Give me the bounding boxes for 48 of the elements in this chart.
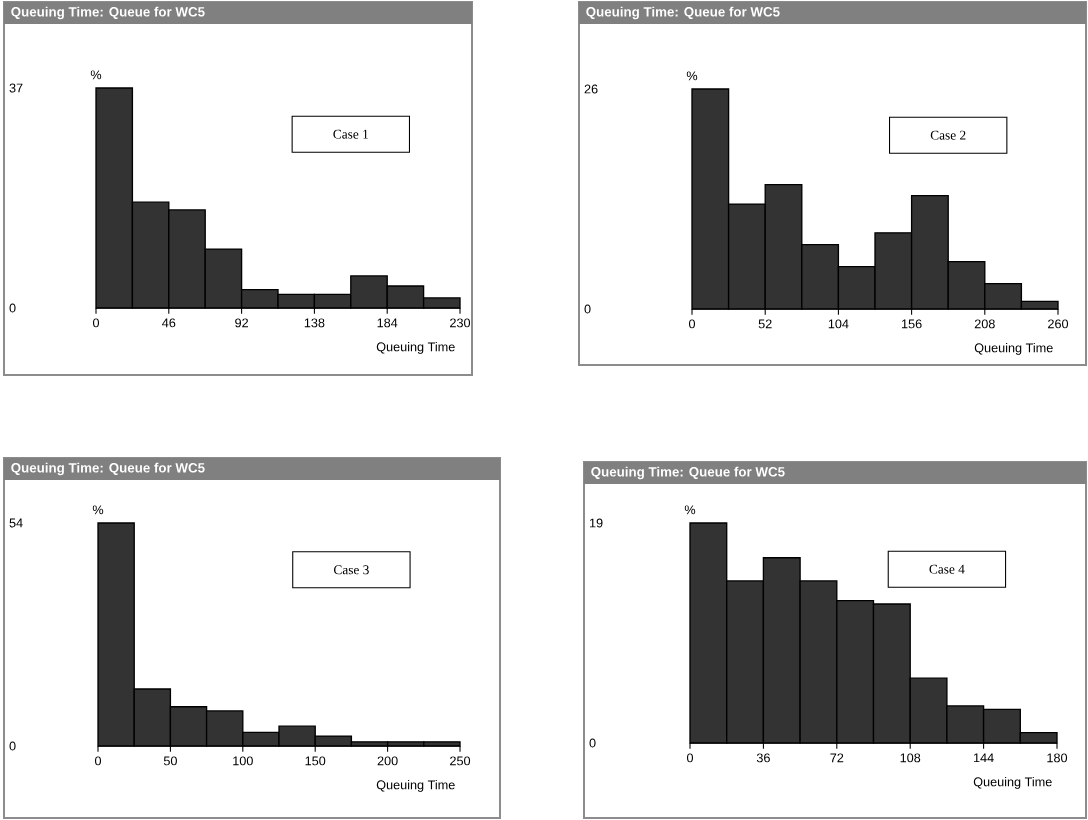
x-tick-label: 250 — [450, 756, 471, 766]
x-tick-label: 0 — [92, 318, 100, 328]
x-tick-label: 260 — [1048, 319, 1069, 329]
y-tick-label: 0 — [584, 304, 591, 314]
y-axis-title: % — [684, 505, 696, 515]
x-tick-label: 52 — [758, 319, 772, 329]
x-tick-label: 156 — [902, 319, 922, 329]
x-tick-label: 144 — [974, 753, 994, 763]
y-axis-title: % — [92, 505, 104, 515]
y-tick-label: 0 — [9, 303, 16, 313]
x-tick-label: 200 — [377, 756, 398, 766]
x-tick-label: 46 — [162, 318, 176, 328]
chart-title: Queuing Time: Queue for WC5 — [11, 462, 205, 476]
chart-title: Queuing Time: Queue for WC5 — [586, 6, 780, 20]
annotation: Case 2 — [930, 130, 966, 140]
annotation: Case 4 — [929, 564, 965, 574]
x-tick-label: 0 — [686, 753, 694, 763]
x-tick-label: 150 — [305, 756, 326, 766]
x-tick-label: 0 — [688, 319, 696, 329]
x-tick-label: 180 — [1047, 753, 1068, 763]
x-tick-label: 138 — [304, 318, 325, 328]
y-tick-label: 0 — [9, 741, 16, 751]
annotation: Case 3 — [333, 565, 369, 575]
x-axis-title: Queuing Time — [973, 777, 1052, 789]
x-tick-label: 104 — [828, 319, 849, 329]
x-tick-label: 50 — [163, 756, 177, 766]
y-tick-label: 26 — [584, 84, 598, 94]
x-tick-label: 0 — [94, 756, 102, 766]
x-tick-label: 208 — [974, 319, 995, 329]
y-axis-title: % — [686, 71, 698, 81]
x-axis-title: Queuing Time — [974, 343, 1053, 355]
chart-title: Queuing Time: Queue for WC5 — [11, 6, 205, 20]
y-tick-label: 19 — [589, 518, 603, 528]
y-tick-label: 0 — [589, 738, 596, 748]
y-axis-title: % — [90, 70, 102, 80]
x-tick-label: 100 — [233, 756, 253, 766]
annotation: Case 1 — [333, 129, 368, 139]
chart-title: Queuing Time: Queue for WC5 — [591, 466, 785, 480]
y-tick-label: 37 — [9, 83, 23, 93]
x-tick-label: 108 — [900, 753, 921, 763]
y-tick-label: 54 — [9, 518, 23, 528]
x-tick-label: 184 — [377, 318, 398, 328]
x-tick-label: 72 — [830, 753, 844, 763]
x-tick-label: 92 — [235, 318, 249, 328]
x-axis-title: Queuing Time — [376, 780, 455, 792]
x-tick-label: 36 — [756, 753, 770, 763]
x-axis-title: Queuing Time — [376, 342, 455, 354]
x-tick-label: 230 — [450, 318, 471, 328]
